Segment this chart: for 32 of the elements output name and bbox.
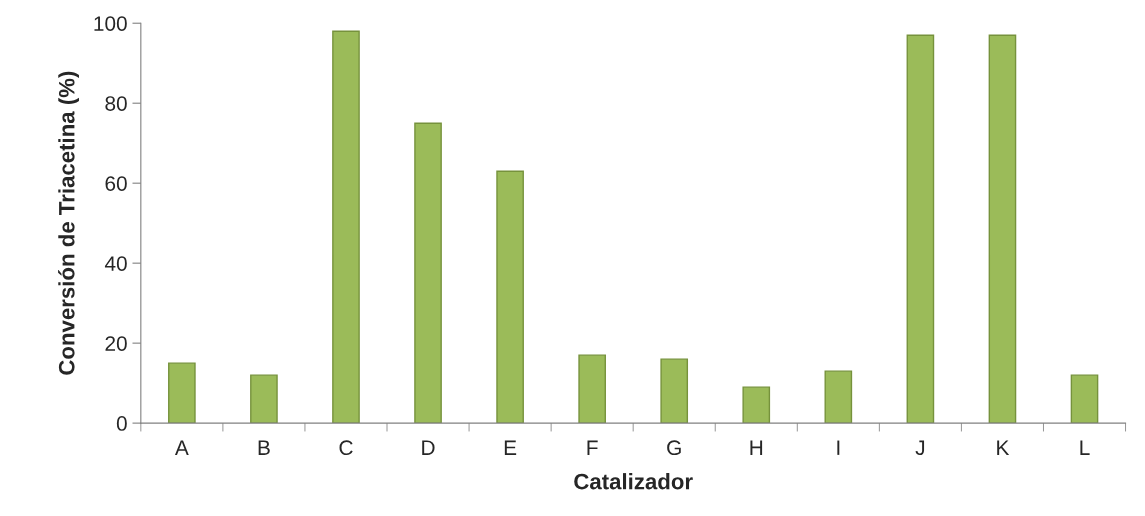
x-tick-label: F (587, 440, 598, 455)
bar (250, 374, 278, 424)
y-tick-label: 80 (105, 96, 127, 111)
y-axis-title: Conversión de Triacetina (%) (58, 71, 79, 375)
x-tick-label: C (339, 440, 353, 456)
x-tick-label: L (1080, 440, 1090, 455)
bar (742, 386, 771, 424)
x-tick-label: D (422, 440, 435, 455)
x-tick-label: B (258, 440, 270, 455)
bar (168, 362, 196, 424)
y-tick-label: 60 (105, 176, 127, 191)
bar (332, 30, 360, 424)
bar (660, 358, 689, 424)
x-tick-label: I (837, 440, 840, 455)
bar (988, 34, 1017, 424)
bar (906, 34, 935, 424)
x-axis-title: Catalizador (574, 473, 693, 490)
bar (1070, 374, 1099, 424)
x-tick-label: A (174, 440, 189, 455)
y-tick-label: 100 (94, 16, 127, 31)
bar (824, 370, 853, 424)
bar (414, 122, 442, 424)
y-tick-label: 40 (104, 256, 127, 271)
x-tick-label: K (997, 440, 1010, 455)
y-tick-label: 20 (105, 336, 127, 351)
x-tick-label: H (750, 440, 763, 455)
x-tick-label: J (915, 440, 925, 456)
bar (578, 354, 606, 424)
x-tick-label: E (504, 440, 517, 455)
bar (496, 170, 524, 424)
x-tick-label: G (667, 440, 681, 456)
y-tick-label: 0 (116, 416, 127, 431)
